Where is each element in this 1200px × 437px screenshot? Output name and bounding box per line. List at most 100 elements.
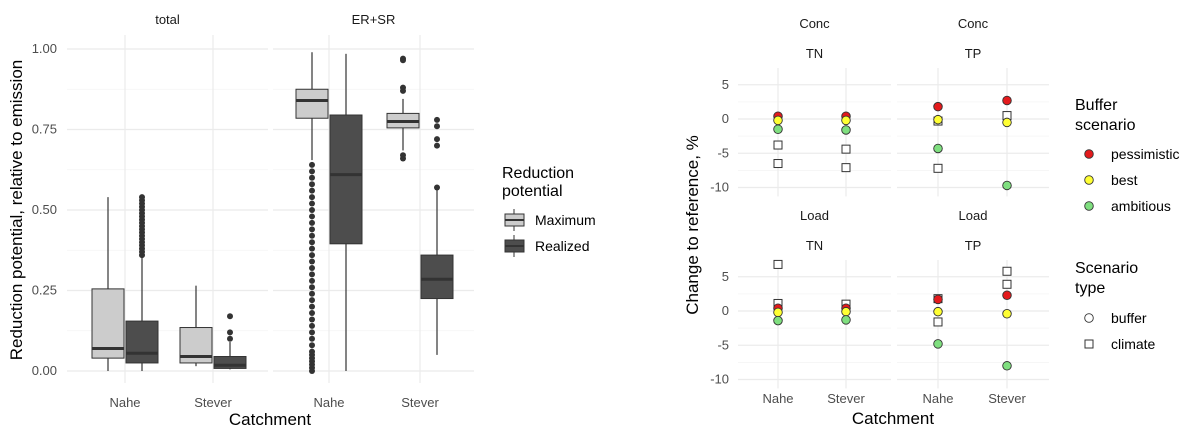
scatter-point-square: [933, 317, 943, 327]
y-tick-label: 0.75: [32, 122, 57, 137]
strip-label: total: [155, 12, 180, 27]
box-body: [91, 288, 125, 359]
outlier-point: [434, 123, 440, 130]
outlier-point: [434, 142, 440, 149]
box-body: [295, 88, 329, 119]
outlier-point: [309, 310, 315, 317]
scatter-point-circle: [933, 101, 943, 112]
y-tick-label: 0.50: [32, 202, 57, 217]
box-stever-maximum: [386, 55, 420, 162]
outlier-point: [309, 284, 315, 291]
x-tick-label: Nahe: [313, 395, 344, 410]
x-tick-label: Stever: [827, 391, 865, 406]
outlier-point: [227, 313, 233, 320]
legend-label: Realized: [535, 238, 589, 254]
outlier-point: [309, 181, 315, 188]
scatter-point-circle: [1002, 290, 1012, 300]
scatter-point-circle: [1002, 180, 1012, 191]
scatter-point-circle: [773, 307, 783, 318]
scatter-point-square: [773, 259, 783, 269]
outlier-point: [309, 174, 315, 181]
legend-label: Maximum: [535, 212, 596, 228]
outlier-point: [309, 277, 315, 284]
outlier-point: [139, 194, 145, 201]
scatter-point-square: [1002, 279, 1012, 289]
scatter-point-circle: [841, 306, 851, 317]
box-nahe-maximum: [91, 197, 125, 371]
x-tick-label: Nahe: [922, 391, 953, 406]
y-tick-label: -10: [710, 180, 729, 195]
legend-title: Scenario: [1075, 260, 1138, 277]
scatter-point-circle: [1002, 117, 1012, 128]
x-axis-title: Catchment: [852, 409, 934, 428]
scatter-point-circle: [841, 125, 851, 135]
x-tick-label: Stever: [988, 391, 1026, 406]
outlier-point: [309, 245, 315, 252]
y-tick-label: -10: [710, 372, 729, 387]
scatter-point-circle: [933, 143, 943, 154]
outlier-point: [309, 316, 315, 323]
outlier-point: [227, 335, 233, 342]
legend-title: Reduction: [502, 165, 574, 182]
outlier-point: [309, 226, 315, 233]
box-nahe-realized: [125, 194, 159, 371]
legend-title: type: [1075, 280, 1105, 297]
scatter-point-circle: [933, 114, 943, 125]
strip-label: ER+SR: [352, 12, 396, 27]
box-body: [125, 320, 159, 364]
x-tick-label: Nahe: [109, 395, 140, 410]
strip-label: Load: [959, 208, 988, 223]
x-tick-label: Stever: [194, 395, 232, 410]
outlier-point: [309, 194, 315, 201]
legend-label: ambitious: [1111, 198, 1171, 214]
y-axis-title: Reduction potential, relative to emissio…: [7, 60, 26, 361]
scatter-panel-0: Conc TN 5 0 -5 -10: [710, 16, 891, 197]
outlier-point: [309, 187, 315, 194]
legend-key: [1084, 313, 1094, 323]
scatter-point-square: [1002, 266, 1012, 276]
outlier-point: [309, 297, 315, 304]
x-tick-label: Nahe: [762, 391, 793, 406]
legend-label: climate: [1111, 336, 1156, 352]
outlier-point: [309, 258, 315, 265]
legend-label: buffer: [1111, 310, 1147, 326]
outlier-point: [309, 219, 315, 226]
legend-key: [1084, 339, 1094, 349]
y-tick-label: -5: [717, 145, 729, 160]
scatter-point-circle: [773, 315, 783, 326]
legend-buffer-scenario: Buffer scenario pessimistic best ambitious: [1075, 97, 1179, 214]
scatter-point-square: [841, 144, 851, 154]
strip-label: TP: [965, 46, 982, 61]
strip-label: TN: [806, 238, 823, 253]
scatter-point-circle: [1002, 95, 1012, 106]
legend-key: [1084, 175, 1094, 185]
y-tick-label: 0: [722, 303, 729, 318]
outlier-point: [309, 161, 315, 168]
scatter-point-circle: [841, 115, 851, 126]
box-body: [329, 114, 363, 245]
outlier-point: [309, 200, 315, 207]
outlier-point: [309, 303, 315, 310]
box-body: [420, 254, 454, 300]
x-axis-title: Catchment: [229, 410, 311, 429]
outlier-point: [309, 322, 315, 329]
outlier-point: [309, 232, 315, 239]
y-tick-label: 0.25: [32, 283, 57, 298]
box-nahe-maximum: [295, 52, 329, 374]
scatter-point-circle: [773, 115, 783, 126]
box-stever-maximum: [179, 285, 213, 367]
scatter-point-circle: [933, 294, 943, 305]
outlier-point: [309, 335, 315, 342]
scatter-point-circle: [1002, 361, 1012, 371]
box-nahe-realized: [329, 53, 363, 371]
box-body: [213, 356, 247, 369]
legend-key: [1084, 201, 1094, 211]
scatter-point-square: [933, 163, 943, 173]
outlier-point: [400, 152, 406, 159]
outlier-point: [227, 329, 233, 336]
outlier-point: [309, 264, 315, 271]
scatter-point-circle: [1002, 308, 1012, 319]
